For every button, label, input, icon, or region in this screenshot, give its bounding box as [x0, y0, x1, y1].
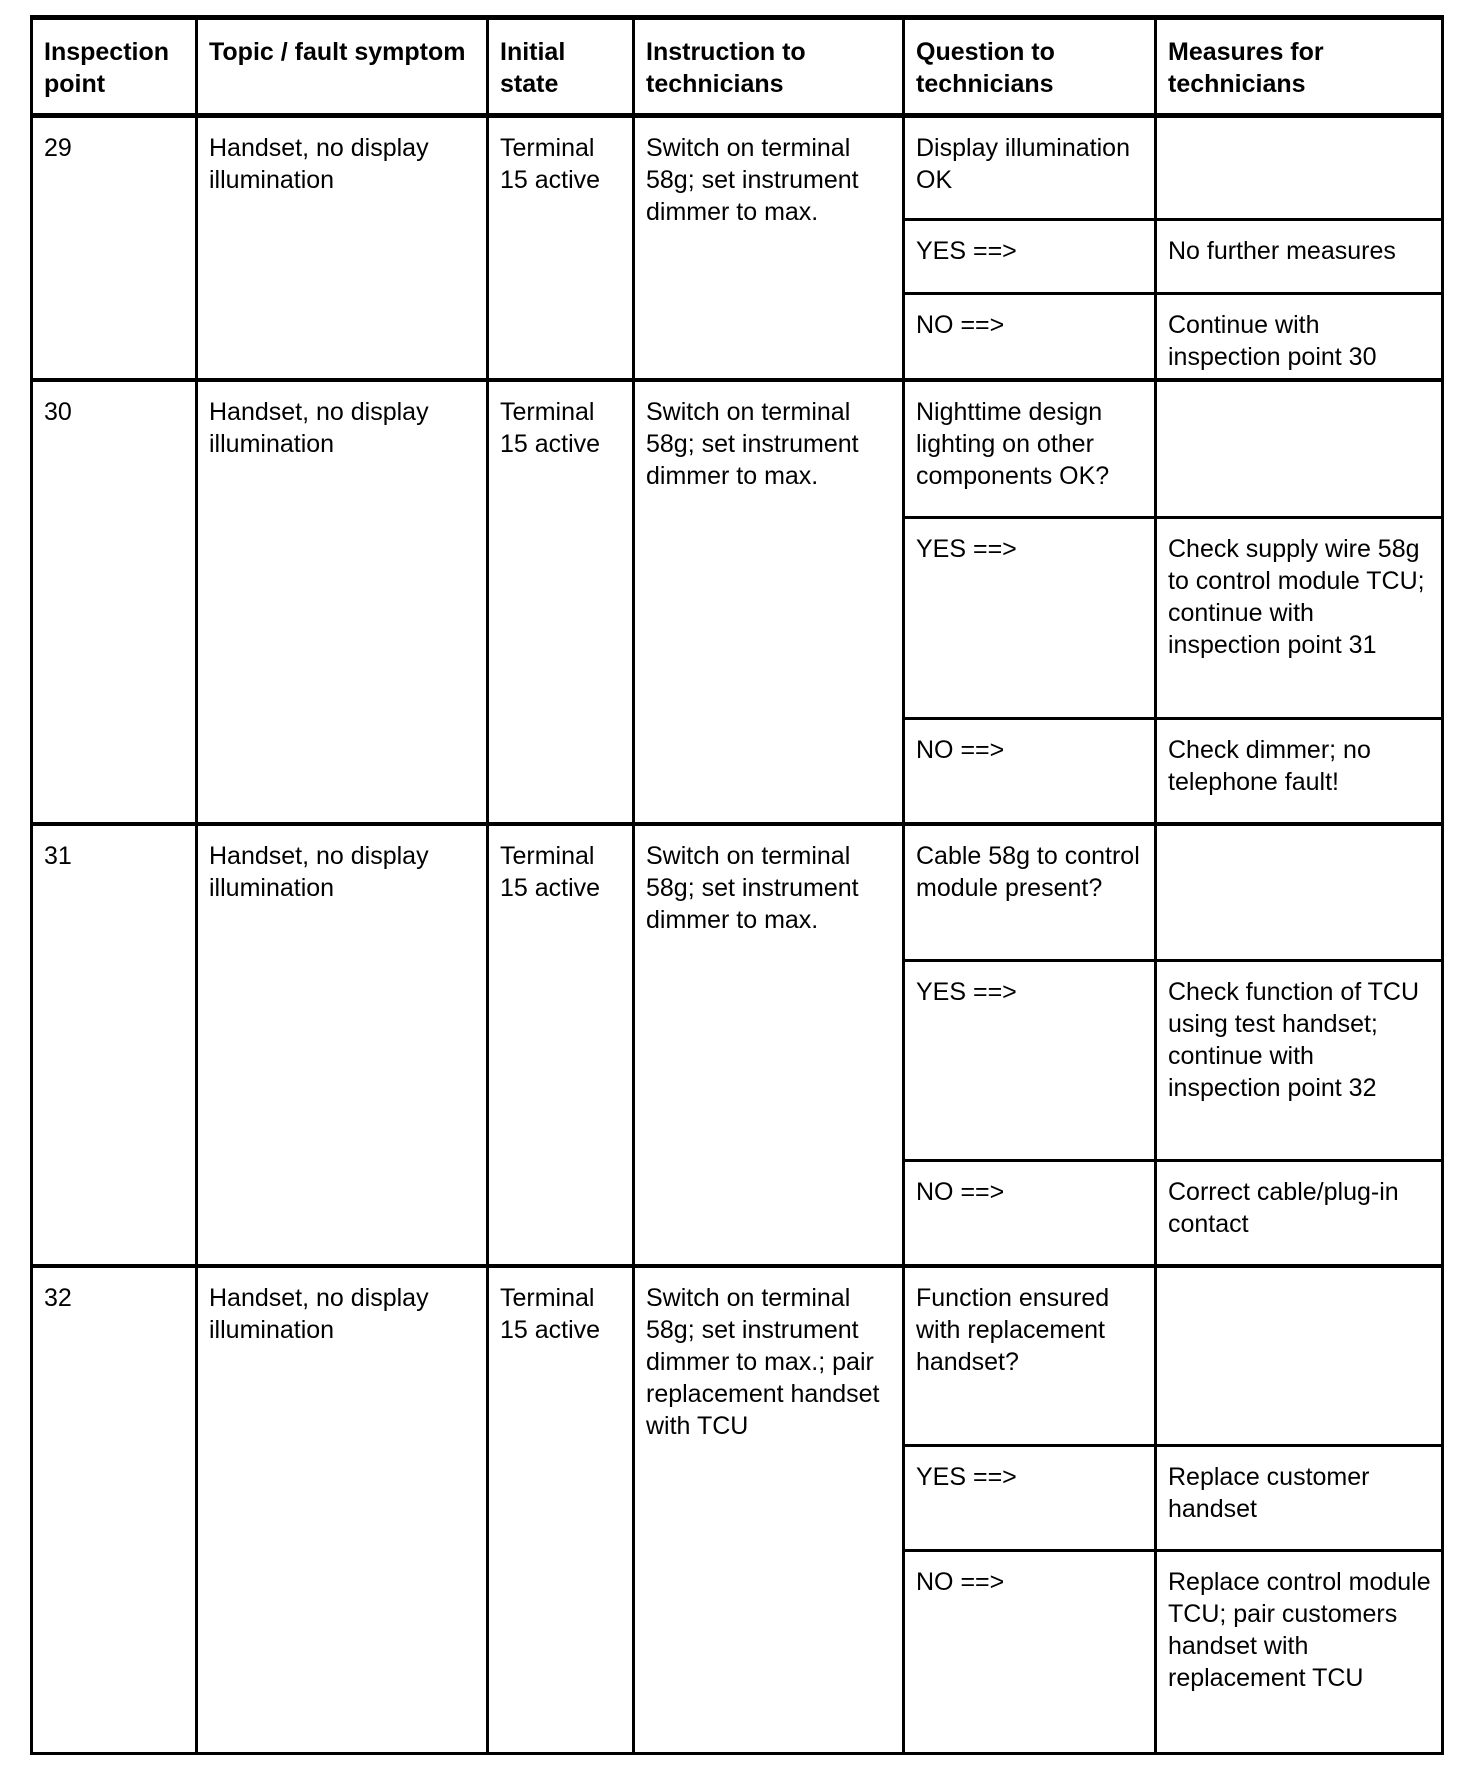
yes-row: YES ==> Check supply wire 58g to control … — [32, 516, 1444, 720]
question: Cable 58g to control module present? — [902, 821, 1157, 962]
empty-measure-cell — [1154, 113, 1444, 221]
inspection-point: 30 — [30, 377, 198, 825]
table-row: 30 Handset, no display illumination Termin… — [30, 377, 1444, 825]
topic: Handset, no display illumination — [195, 1263, 489, 1755]
topic: Handset, no display illumination — [195, 821, 489, 1267]
initial-state: Terminal 15 active — [486, 113, 635, 381]
no-measure: Replace control module TCU; pair custome… — [1154, 1549, 1444, 1755]
yes-label: YES ==> — [902, 516, 1157, 720]
no-row: NO ==> Replace control module TCU; pair c… — [32, 1549, 1444, 1755]
instruction: Switch on terminal 58g; set instrument d… — [632, 113, 905, 381]
header-measures: Measures for technicians — [1154, 15, 1444, 118]
initial-state: Terminal 15 active — [486, 1263, 635, 1755]
yes-measure: Replace customer handset — [1154, 1444, 1444, 1552]
yes-measure: Check function of TCU using test handset… — [1154, 959, 1444, 1162]
header-initial-state: Initial state — [486, 15, 635, 118]
header-inspection-point: Inspection point — [30, 15, 198, 118]
question: Display illumination OK — [902, 113, 1157, 221]
topic: Handset, no display illumination — [195, 377, 489, 825]
instruction: Switch on terminal 58g; set instrument d… — [632, 821, 905, 1267]
topic: Handset, no display illumination — [195, 113, 489, 381]
no-measure: Continue with inspection point 30 — [1154, 292, 1444, 381]
header-topic: Topic / fault symptom — [195, 15, 489, 118]
table-row: 32 Handset, no display illumination Termin… — [30, 1263, 1444, 1755]
yes-measure: No further measures — [1154, 218, 1444, 295]
yes-label: YES ==> — [902, 1444, 1157, 1552]
yes-row: YES ==> Check function of TCU using test … — [32, 959, 1444, 1162]
inspection-point: 29 — [30, 113, 198, 381]
inspection-point: 32 — [30, 1263, 198, 1755]
header-row: Inspection point Topic / fault symptom I… — [30, 15, 1444, 118]
no-label: NO ==> — [902, 1549, 1157, 1755]
no-measure: Check dimmer; no telephone fault! — [1154, 717, 1444, 825]
empty-measure-cell — [1154, 377, 1444, 519]
instruction: Switch on terminal 58g; set instrument d… — [632, 1263, 905, 1755]
inspection-table: Inspection point Topic / fault symptom I… — [30, 15, 1444, 1755]
no-label: NO ==> — [902, 292, 1157, 381]
yes-row: YES ==> No further measures — [32, 218, 1444, 295]
question: Function ensured with replacement handse… — [902, 1263, 1157, 1447]
yes-label: YES ==> — [902, 959, 1157, 1162]
inspection-point: 31 — [30, 821, 198, 1267]
no-row: NO ==> Continue with inspection point 30 — [32, 292, 1444, 381]
header-question: Question to technicians — [902, 15, 1157, 118]
header-instruction: Instruction to technicians — [632, 15, 905, 118]
no-label: NO ==> — [902, 1159, 1157, 1267]
yes-measure: Check supply wire 58g to control module … — [1154, 516, 1444, 720]
table-row: 31 Handset, no display illumination Termin… — [30, 821, 1444, 1267]
table-row: 29 Handset, no display illumination Termin… — [30, 113, 1444, 381]
yes-row: YES ==> Replace customer handset — [32, 1444, 1444, 1552]
initial-state: Terminal 15 active — [486, 821, 635, 1267]
no-row: NO ==> Check dimmer; no telephone fault! — [32, 717, 1444, 825]
no-row: NO ==> Correct cable/plug-in contact — [32, 1159, 1444, 1267]
no-label: NO ==> — [902, 717, 1157, 825]
yes-label: YES ==> — [902, 218, 1157, 295]
empty-measure-cell — [1154, 1263, 1444, 1447]
empty-measure-cell — [1154, 821, 1444, 962]
initial-state: Terminal 15 active — [486, 377, 635, 825]
instruction: Switch on terminal 58g; set instrument d… — [632, 377, 905, 825]
no-measure: Correct cable/plug-in contact — [1154, 1159, 1444, 1267]
question: Nighttime design lighting on other compo… — [902, 377, 1157, 519]
